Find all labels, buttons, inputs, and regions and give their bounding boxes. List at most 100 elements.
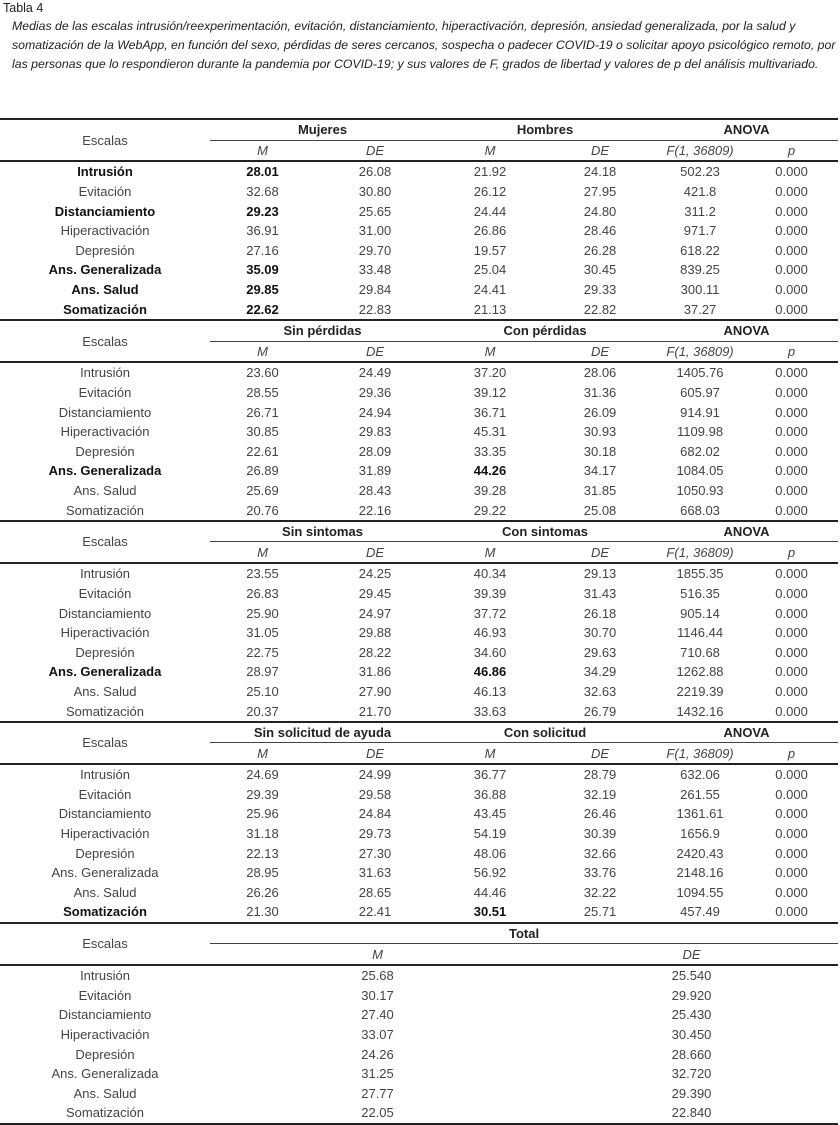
subheader: F(1, 36809) <box>655 742 746 766</box>
subheader: DE <box>545 341 656 364</box>
scale-name: Intrusión <box>80 968 130 984</box>
value-cell: 29.73 <box>358 826 392 842</box>
value-cell: 22.62 <box>246 301 279 317</box>
value-cell: 710.68 <box>680 644 720 660</box>
group-header: ANOVA <box>655 117 839 141</box>
value-cell: 0.000 <box>775 365 808 381</box>
value-cell: 29.920 <box>671 987 712 1003</box>
data-row: Ans. Salud 29.85 29.84 24.41 29.33 300.11 0.00… <box>0 280 838 300</box>
value-cell: 0.000 <box>775 482 808 498</box>
value-cell: 0.000 <box>775 463 808 479</box>
data-row: Hiperactivación 36.91 31.00 26.86 28.46 971.7… <box>0 221 838 241</box>
value-cell: 971.7 <box>683 223 717 239</box>
value-cell: 39.39 <box>473 585 507 601</box>
value-cell: 31.85 <box>583 482 617 498</box>
scale-name: Distanciamiento <box>58 404 152 420</box>
value-cell: 28.97 <box>246 664 279 680</box>
scale-name: Intrusión <box>80 365 130 381</box>
value-cell: 30.80 <box>358 184 392 200</box>
data-row: Ans. Generalizada 28.97 31.86 46.86 34.29 126… <box>0 662 838 682</box>
group-header: Sin pérdidas <box>210 318 436 342</box>
value-cell: 24.84 <box>358 806 392 822</box>
value-cell: 0.000 <box>775 203 808 219</box>
value-cell: 24.41 <box>473 282 507 298</box>
value-cell: 22.840 <box>545 1103 839 1125</box>
data-row: Hiperactivación 33.07 30.450 <box>0 1025 838 1045</box>
group-header: Sin solicitud de ayuda <box>210 720 436 744</box>
value-cell: 22.75 <box>246 644 279 660</box>
value-cell: 0.000 <box>775 806 808 822</box>
data-row: Depresión 22.61 28.09 33.35 30.18 682.02 0.000 <box>0 442 838 462</box>
data-row: Intrusión 24.69 24.99 36.77 28.79 632.06 0.000 <box>0 764 838 785</box>
value-cell: 25.65 <box>358 203 392 219</box>
data-row: Ans. Salud 26.26 28.65 44.46 32.22 1094.55 0.0… <box>0 883 838 903</box>
subheader: M <box>435 742 546 766</box>
value-cell: 25.71 <box>583 904 617 920</box>
data-row: Evitación 30.17 29.920 <box>0 986 838 1006</box>
value-cell: 33.48 <box>358 262 392 278</box>
scale-name: Distanciamiento <box>54 203 156 219</box>
value-cell: 29.88 <box>358 625 392 641</box>
value-cell: 28.660 <box>671 1046 712 1062</box>
data-row: Distanciamiento 26.71 24.94 36.71 26.09 914.9… <box>0 402 838 422</box>
value-cell: 1084.05 <box>676 463 724 479</box>
value-cell: 618.22 <box>680 242 720 258</box>
value-cell: 24.44 <box>473 203 507 219</box>
scale-name: Ans. Generalizada <box>48 262 162 278</box>
scale-name: Ans. Salud <box>73 884 137 900</box>
group-header: Con sintomas <box>435 519 656 543</box>
table-body: Escalas Mujeres Hombres ANOVA M DE M DE F(1, 368… <box>0 117 839 1125</box>
value-cell: 28.46 <box>583 223 617 239</box>
subheader-row: M DE M DE F(1, 36809) p <box>0 140 839 163</box>
value-cell: 34.17 <box>583 463 617 479</box>
results-table: Escalas Mujeres Hombres ANOVA M DE M DE F(1, 368… <box>0 117 839 1125</box>
scale-name: Depresión <box>75 644 135 660</box>
value-cell: 26.83 <box>246 585 279 601</box>
value-cell: 25.540 <box>671 968 712 984</box>
value-cell: 45.31 <box>473 424 507 440</box>
value-cell: 0.000 <box>775 385 808 401</box>
value-cell: 44.26 <box>473 463 507 479</box>
data-row: Ans. Generalizada 35.09 33.48 25.04 30.45 839… <box>0 260 838 280</box>
value-cell: 43.45 <box>473 806 507 822</box>
scale-name: Somatización <box>65 703 145 719</box>
scale-name: Ans. Salud <box>73 683 137 699</box>
value-cell: 25.96 <box>246 806 279 822</box>
subheader: p <box>745 742 839 766</box>
value-cell: 37.20 <box>473 365 507 381</box>
value-cell: 0.000 <box>775 904 808 920</box>
scale-name: Somatización <box>63 904 147 920</box>
value-cell: 29.85 <box>246 282 279 298</box>
data-row: Ans. Generalizada 28.95 31.63 56.92 33.76 214… <box>0 863 838 883</box>
value-cell: 27.77 <box>361 1085 394 1101</box>
data-row: Evitación 26.83 29.45 39.39 31.43 516.35 0.000 <box>0 584 838 604</box>
header-cell: Escalas <box>0 921 210 966</box>
value-cell: 22.82 <box>583 301 617 317</box>
value-cell: 28.43 <box>358 482 392 498</box>
data-row: Depresión 22.75 28.22 34.60 29.63 710.68 0.000 <box>0 642 838 662</box>
data-row: Distanciamiento 25.96 24.84 43.45 26.46 1361.… <box>0 804 838 824</box>
header-cell: Escalas <box>0 720 210 766</box>
value-cell: 839.25 <box>680 262 720 278</box>
value-cell: 39.28 <box>473 482 507 498</box>
scale-name: Ans. Salud <box>73 482 137 498</box>
subheader: p <box>745 541 839 565</box>
value-cell: 0.000 <box>775 865 808 881</box>
value-cell: 311.2 <box>684 203 716 219</box>
value-cell: 30.18 <box>583 443 617 459</box>
value-cell: 26.28 <box>583 242 617 258</box>
value-cell: 0.000 <box>775 443 808 459</box>
data-row: Ans. Generalizada 26.89 31.89 44.26 34.17 108… <box>0 461 838 481</box>
value-cell: 23.55 <box>246 566 279 582</box>
group-header: Sin sintomas <box>210 519 436 543</box>
group-header: ANOVA <box>655 519 839 543</box>
subheader: M <box>210 341 315 364</box>
value-cell: 29.22 <box>473 502 507 518</box>
scale-name: Hiperactivación <box>60 223 150 239</box>
data-row: Evitación 28.55 29.36 39.12 31.36 605.97 0.000 <box>0 383 838 403</box>
value-cell: 0.000 <box>775 282 808 298</box>
value-cell: 0.000 <box>775 625 808 641</box>
scale-name: Intrusión <box>80 767 130 783</box>
subheader: M <box>435 140 546 163</box>
value-cell: 0.000 <box>775 644 808 660</box>
